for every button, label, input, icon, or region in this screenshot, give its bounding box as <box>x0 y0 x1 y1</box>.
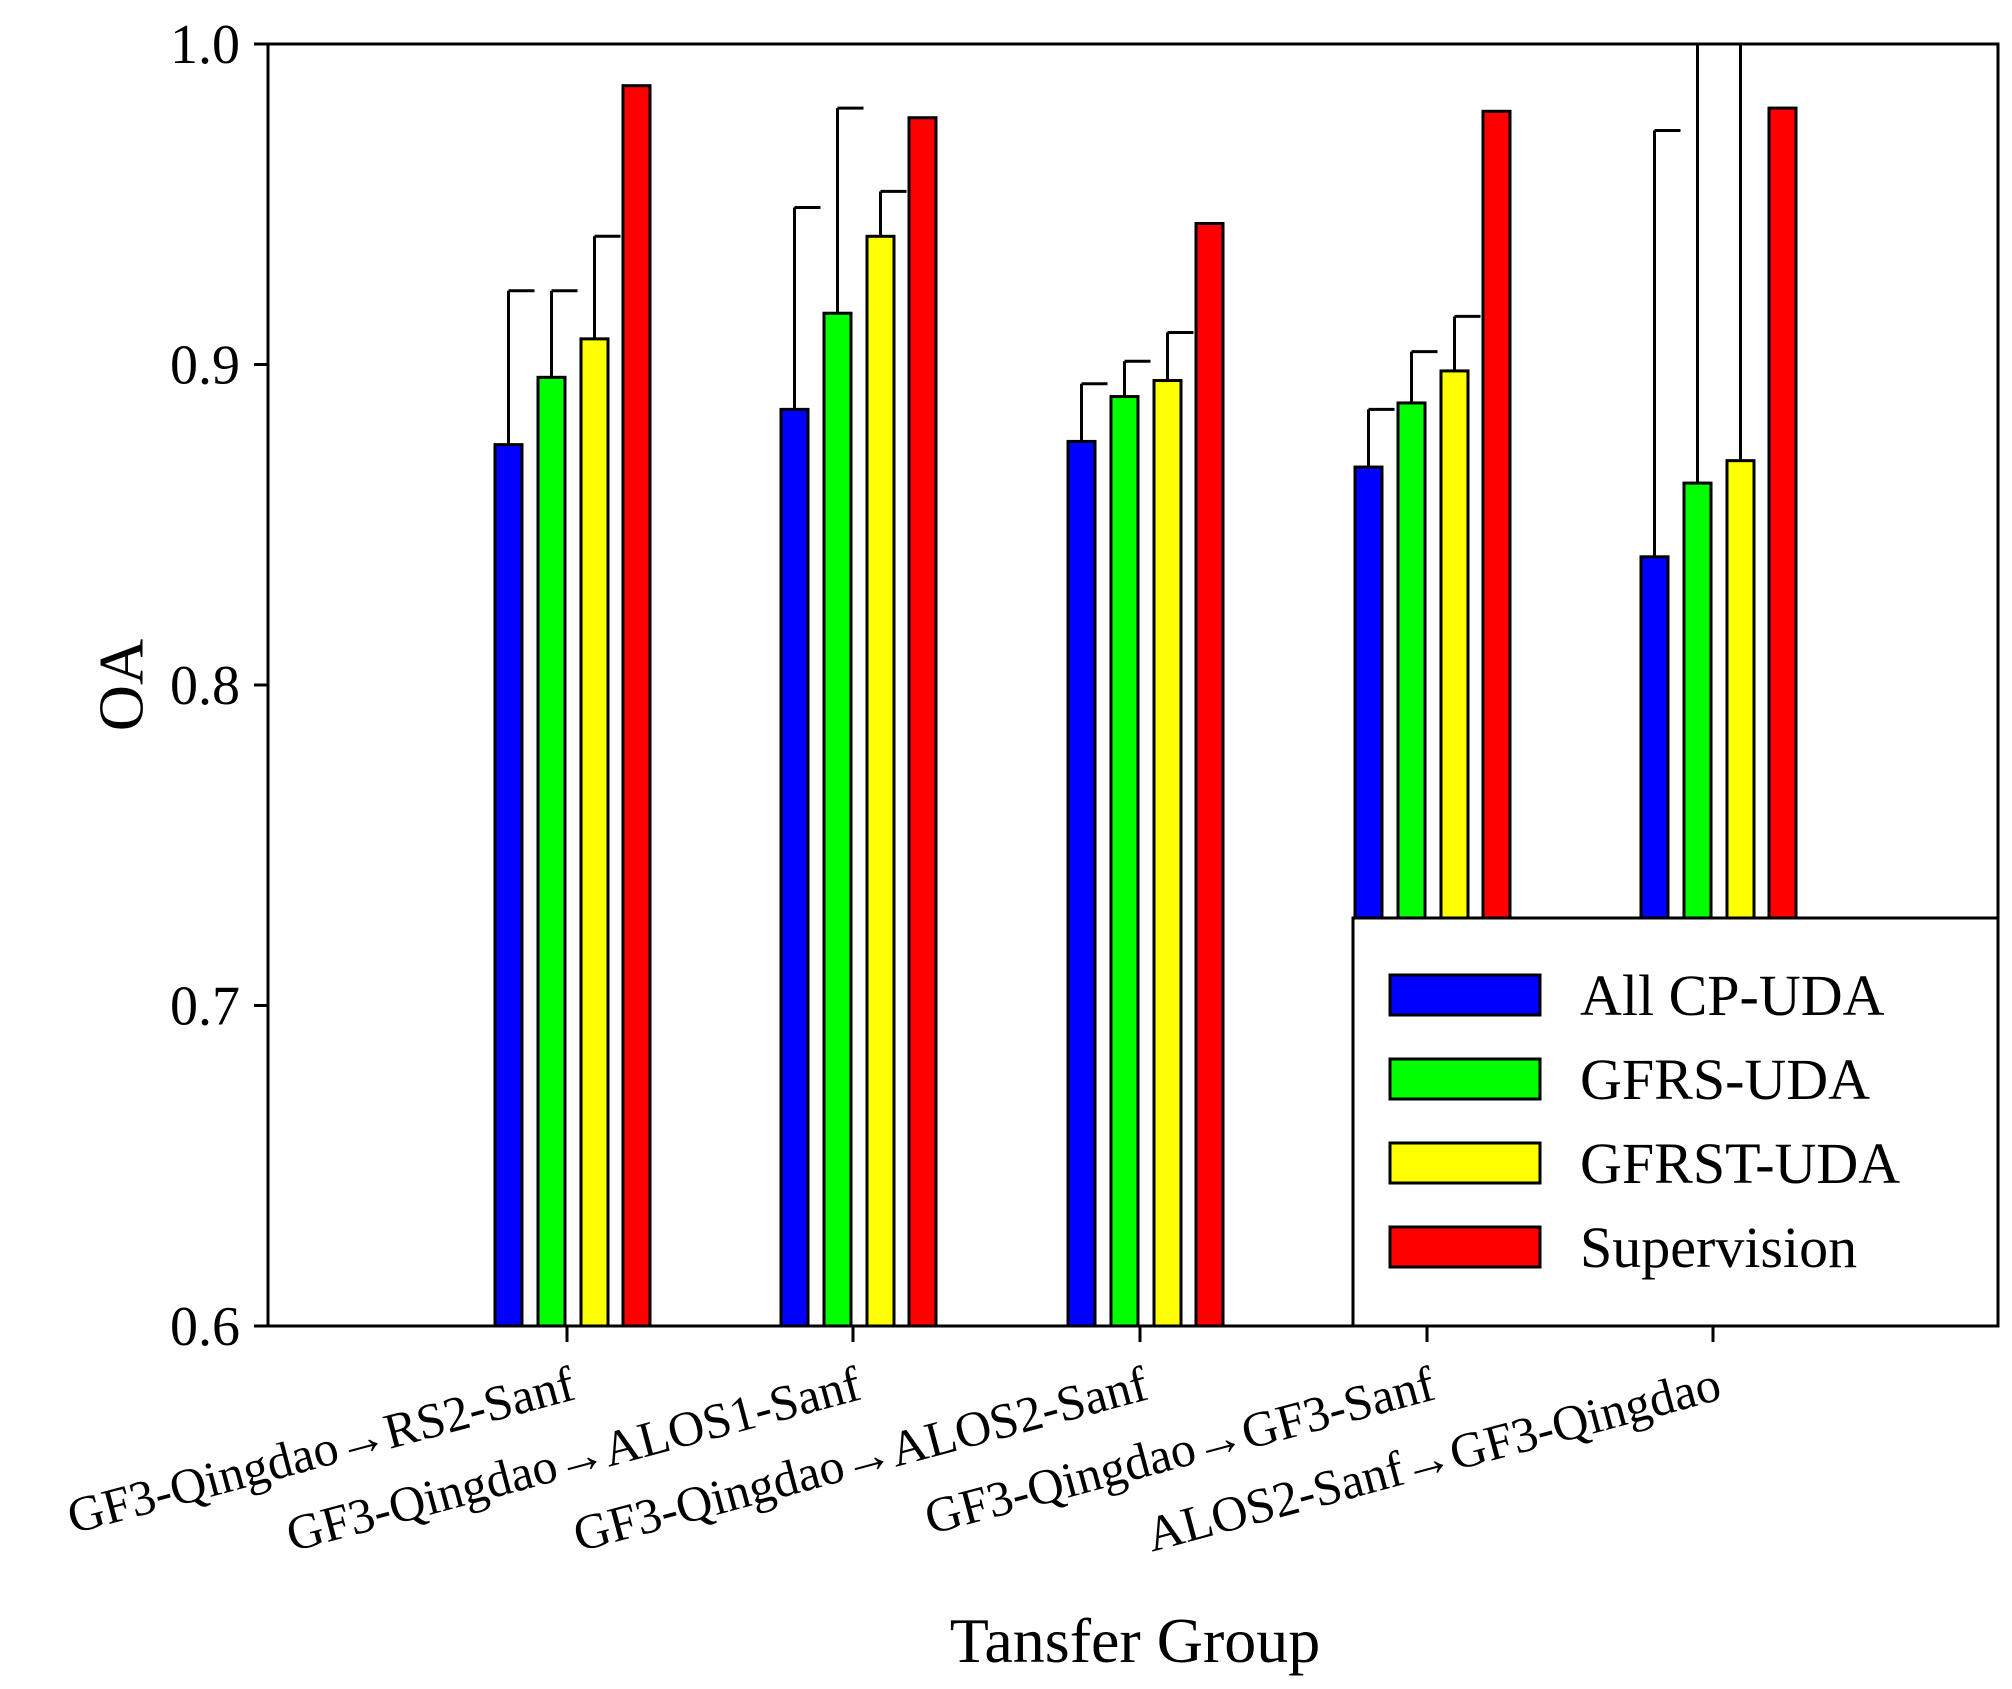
bar <box>1066 439 1097 1328</box>
bar <box>1109 395 1140 1328</box>
legend-label: GFRS-UDA <box>1580 1047 1870 1112</box>
bar <box>493 443 524 1328</box>
legend-label: GFRST-UDA <box>1580 1131 1900 1196</box>
y-tick-label: 0.7 <box>170 976 240 1038</box>
legend-swatch <box>1388 1141 1542 1185</box>
bar <box>865 234 896 1328</box>
y-tick-label: 1.0 <box>170 14 240 76</box>
legend: All CP-UDA GFRS-UDA GFRST-UDA Supervision <box>1351 916 2000 1328</box>
bar <box>822 311 853 1328</box>
legend-label: Supervision <box>1580 1215 1857 1280</box>
bar <box>579 337 610 1328</box>
legend-swatch <box>1388 973 1542 1017</box>
legend-label: All CP-UDA <box>1580 963 1885 1028</box>
y-axis-title: OA <box>85 639 156 731</box>
legend-swatch <box>1388 1057 1542 1101</box>
bar <box>1194 221 1225 1328</box>
error-bars-layer <box>507 44 1742 557</box>
bar <box>1152 379 1183 1328</box>
y-tick-label: 0.6 <box>170 1296 240 1358</box>
bar <box>621 84 652 1328</box>
x-axis-title: Tansfer Group <box>950 1605 1321 1676</box>
y-axis: 0.6 0.7 0.8 0.9 1.0 <box>170 14 268 1358</box>
y-tick-label: 0.8 <box>170 655 240 717</box>
bar <box>536 375 567 1328</box>
legend-swatch <box>1388 1225 1542 1269</box>
y-tick-label: 0.9 <box>170 335 240 397</box>
bar <box>779 407 810 1328</box>
bar <box>907 116 938 1328</box>
